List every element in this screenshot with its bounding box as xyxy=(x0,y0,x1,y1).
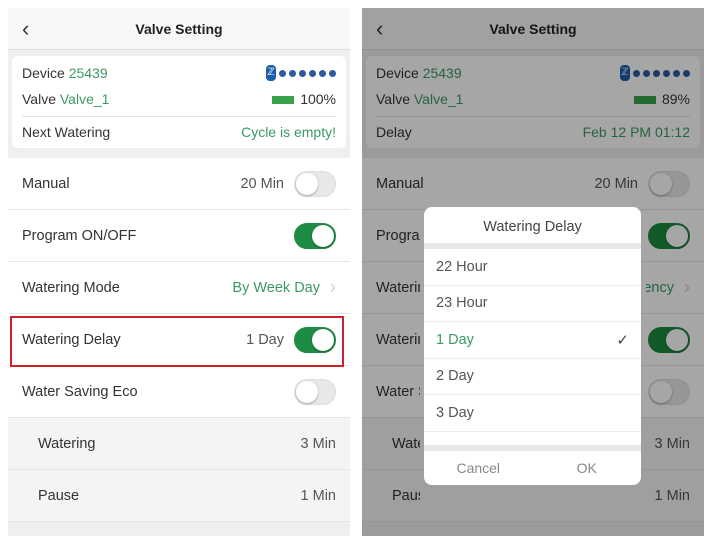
sub-setting-row[interactable]: Watering 3 Min xyxy=(8,418,350,470)
row-value: 3 Min xyxy=(300,435,336,452)
option-label: 3 Day xyxy=(436,404,474,421)
row-label: Watering Delay xyxy=(376,331,420,348)
signal-dot xyxy=(673,69,680,77)
info-label: Next Watering xyxy=(22,123,111,140)
signal-dot xyxy=(683,69,690,77)
option-label: 1 Day xyxy=(436,331,474,348)
bluetooth-icon: ℤ xyxy=(620,65,630,81)
battery-level: 100% xyxy=(300,91,336,107)
row-value: 20 Min xyxy=(594,175,638,192)
header: ‹ Valve Setting xyxy=(362,8,704,50)
option-label: 23 Hour xyxy=(436,295,488,312)
dialog-title: Watering Delay xyxy=(424,207,641,249)
delay-option[interactable]: 3 Day xyxy=(424,395,641,432)
device-info-card: Device 25439 ℤ Valve Valve_1 89% Delay Fe… xyxy=(366,56,700,148)
device-id: 25439 xyxy=(68,65,108,81)
signal-dot xyxy=(289,69,296,77)
option-label: 22 Hour xyxy=(436,258,488,275)
settings-list: Manual 20 Min Program ON/OFF Watering Mode B… xyxy=(8,158,350,522)
ok-button[interactable]: OK xyxy=(576,460,597,476)
valve-name: Valve_1 xyxy=(59,91,110,107)
battery-icon xyxy=(633,96,656,105)
battery-level: 89% xyxy=(661,91,690,107)
signal-dot xyxy=(633,69,640,77)
watering-delay-dialog: Watering Delay 22 Hour 23 Hour 1 Day ✓ 2 Day 3… xyxy=(424,207,641,485)
row-label: Water Saving Eco xyxy=(376,383,420,400)
row-label: Watering xyxy=(392,435,420,452)
info-value: Cycle is empty! xyxy=(241,123,336,140)
setting-row[interactable]: Manual 20 Min xyxy=(8,158,350,210)
page-title: Valve Setting xyxy=(135,21,223,37)
back-icon[interactable]: ‹ xyxy=(376,16,384,41)
delay-option[interactable]: 2 Day xyxy=(424,359,641,395)
row-value: By Week Day xyxy=(232,279,320,296)
signal-dot xyxy=(663,69,670,77)
setting-row[interactable]: Manual 20 Min xyxy=(362,158,704,210)
device-label: Device xyxy=(22,65,65,81)
setting-row[interactable]: Water Saving Eco xyxy=(8,366,350,418)
toggle-switch[interactable] xyxy=(648,378,690,405)
header: ‹ Valve Setting xyxy=(8,8,350,50)
row-value: 20 Min xyxy=(240,175,284,192)
toggle-switch[interactable] xyxy=(294,170,336,197)
sub-setting-row[interactable]: Pause 1 Min xyxy=(8,470,350,522)
setting-row[interactable]: Program ON/OFF xyxy=(8,210,350,262)
row-label: Pause xyxy=(392,487,420,504)
back-icon[interactable]: ‹ xyxy=(22,16,30,41)
signal-dot xyxy=(329,69,336,77)
signal-dot xyxy=(653,69,660,77)
battery-icon xyxy=(272,96,295,105)
row-label: Pause xyxy=(38,487,80,504)
setting-row[interactable]: Watering Delay 1 Day xyxy=(8,314,350,367)
chevron-right-icon: › xyxy=(684,277,690,297)
toggle-switch[interactable] xyxy=(294,222,336,249)
delay-option[interactable]: 22 Hour xyxy=(424,249,641,286)
row-label: Program ON/OFF xyxy=(376,227,420,244)
row-label: Watering Mode xyxy=(376,279,420,296)
signal-strength: ℤ xyxy=(266,65,336,81)
valve-label: Valve xyxy=(376,91,410,107)
toggle-switch[interactable] xyxy=(648,170,690,197)
toggle-switch[interactable] xyxy=(294,378,336,405)
valve-setting-screen-left: ‹ Valve Setting Device 25439 ℤ Valve Valv… xyxy=(8,8,350,536)
signal-dot xyxy=(299,69,306,77)
signal-dot xyxy=(279,69,286,77)
row-label: Manual xyxy=(376,175,424,192)
row-label: Water Saving Eco xyxy=(22,383,138,400)
toggle-switch[interactable] xyxy=(294,326,336,353)
row-value: By Frequency xyxy=(646,279,674,296)
valve-name: Valve_1 xyxy=(413,91,464,107)
row-label: Watering Delay xyxy=(22,331,121,348)
valve-setting-screen-right: ‹ Valve Setting Device 25439 ℤ Valve Valv… xyxy=(362,8,704,536)
row-value: 1 Min xyxy=(654,487,690,504)
row-label: Watering Mode xyxy=(22,279,120,296)
device-id: 25439 xyxy=(422,65,462,81)
cancel-button[interactable]: Cancel xyxy=(456,460,501,476)
row-label: Program ON/OFF xyxy=(22,227,137,244)
row-value: 3 Min xyxy=(654,435,690,452)
device-label: Device xyxy=(376,65,419,81)
row-value: 1 Min xyxy=(300,487,336,504)
page-title: Valve Setting xyxy=(489,21,577,37)
signal-strength: ℤ xyxy=(620,65,690,81)
signal-dot xyxy=(309,69,316,77)
info-label: Delay xyxy=(376,123,412,140)
toggle-switch[interactable] xyxy=(648,326,690,353)
option-label: 2 Day xyxy=(436,368,474,385)
row-label: Manual xyxy=(22,175,70,192)
info-value: Feb 12 PM 01:12 xyxy=(582,123,690,140)
toggle-switch[interactable] xyxy=(648,222,690,249)
delay-option[interactable]: 1 Day ✓ xyxy=(424,322,641,359)
device-info-card: Device 25439 ℤ Valve Valve_1 100% Next W… xyxy=(12,56,346,148)
delay-option[interactable]: 23 Hour xyxy=(424,286,641,322)
chevron-right-icon: › xyxy=(330,277,336,297)
setting-row[interactable]: Watering Mode By Week Day › xyxy=(8,262,350,314)
row-value: 1 Day xyxy=(246,331,284,348)
signal-dot xyxy=(319,69,326,77)
signal-dot xyxy=(643,69,650,77)
bluetooth-icon: ℤ xyxy=(266,65,276,81)
checkmark-icon: ✓ xyxy=(616,331,629,349)
valve-label: Valve xyxy=(22,91,56,107)
row-label: Watering xyxy=(38,435,96,452)
